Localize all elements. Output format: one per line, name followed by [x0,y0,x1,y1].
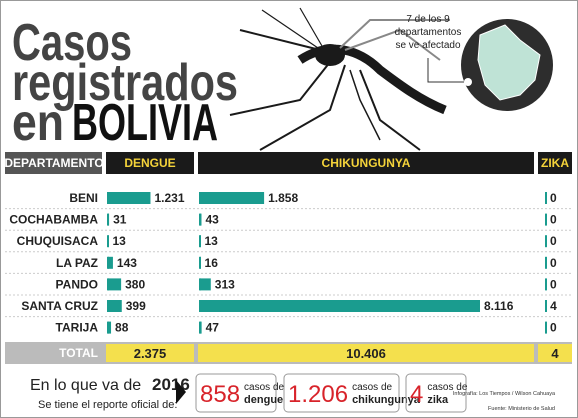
value-label: 1.858 [268,191,298,205]
total-value: 4 [551,346,559,361]
map-marker [464,78,472,86]
value-label: 4 [550,299,557,313]
value-label: 1.231 [154,191,184,205]
value-label: 13 [112,234,126,248]
header-label: ZIKA [541,156,569,170]
value-label: 143 [117,256,137,270]
total-label: TOTAL [59,346,98,360]
bar [108,278,122,291]
total-value: 2.375 [134,346,167,361]
bar [108,321,112,334]
department: CHUQUISACA [17,234,99,248]
value-label: 0 [550,321,557,335]
credit: Infografía: Los Tiempos / Wilson Cahuaya [453,391,556,397]
header-cell [538,152,572,174]
summary-value: 858 [200,381,240,408]
value-label: 47 [206,321,220,335]
header-cell [198,152,534,174]
summary-value: 4 [410,381,423,408]
department: PANDO [56,277,98,291]
value-label: 31 [113,213,127,227]
bar [108,300,122,312]
annotation-line: departamentos [395,27,462,38]
header-label: CHIKUNGUNYA [322,156,411,170]
department: LA PAZ [56,256,98,270]
summary-text: casos de [244,382,284,393]
arrow [176,380,186,404]
summary-text: dengue [244,394,283,406]
value-label: 313 [215,277,235,291]
summary-text: casos de [352,382,392,393]
value-label: 0 [550,234,557,248]
bar [108,256,113,269]
header-cell [5,152,102,174]
summary-lead: En lo que va de [30,377,141,394]
annotation-line: 7 de los 9 [406,14,450,25]
value-label: 43 [205,213,219,227]
total-value: 10.406 [346,346,386,361]
title-country: BOLIVIA [72,94,218,152]
bar [108,192,151,204]
value-label: 0 [550,277,557,291]
bar [200,300,481,312]
value-label: 380 [125,277,145,291]
value-label: 88 [115,321,129,335]
credit: Fuente: Ministerio de Salud [488,406,555,412]
value-label: 13 [204,234,218,248]
bar [200,278,211,291]
summary-box [195,373,277,413]
summary-box [283,373,400,413]
department: SANTA CRUZ [21,299,98,313]
value-label: 0 [550,191,557,205]
department: COCHABAMBA [9,213,98,227]
total-box [538,344,572,362]
annotation-line: se ve afectado [395,40,460,51]
mosquito [229,7,450,151]
summary-box [405,373,467,413]
value-label: 0 [550,213,557,227]
summary-text: casos de [427,382,467,393]
map-country [477,24,541,101]
value-label: 16 [205,256,219,270]
header-label: DEPARTAMENTO [4,156,103,170]
bar [200,192,265,204]
summary-value: 1.206 [288,381,348,408]
department: BENI [69,191,98,205]
value-label: 0 [550,256,557,270]
header-cell [106,152,194,174]
title-line: registrados [12,54,238,112]
header-label: DENGUE [124,156,175,170]
summary-text: zika [427,394,449,406]
department: TARIJA [56,321,99,335]
summary-text: chikungunya [352,394,421,406]
total-box [106,344,194,362]
title-line: Casos [12,14,132,72]
title-line: en [12,94,64,152]
summary-sub: Se tiene el reporte oficial de: [38,399,177,411]
total-box [198,344,534,362]
annotation-line [427,58,464,83]
value-label: 8.116 [484,299,514,313]
value-label: 399 [126,299,146,313]
